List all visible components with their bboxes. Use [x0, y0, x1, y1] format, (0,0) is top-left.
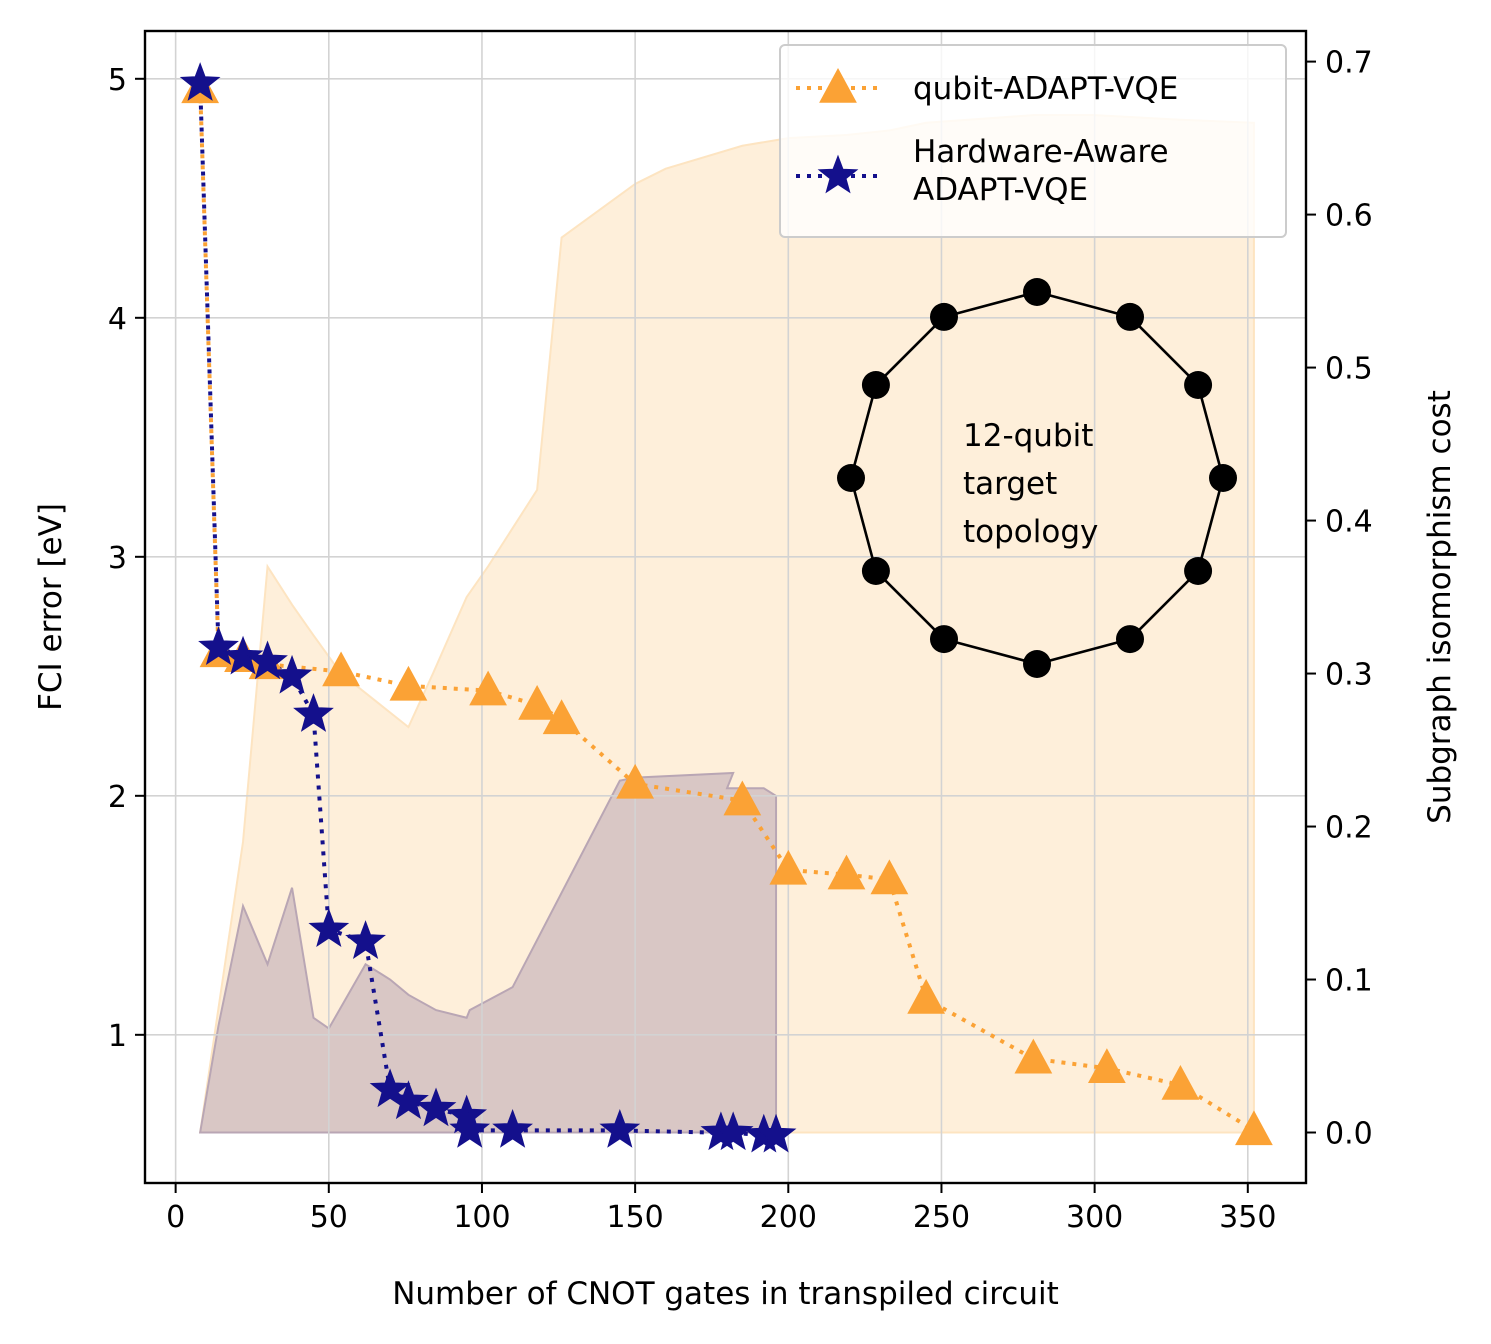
marker-1-18 — [755, 1113, 797, 1153]
legend-box — [779, 44, 1287, 238]
marker-0-15 — [1014, 1038, 1053, 1074]
x-tick-label-0: 0 — [166, 1200, 185, 1235]
x-tick-label-250: 250 — [913, 1200, 970, 1235]
topology-node-5 — [1116, 625, 1144, 654]
marker-1-2 — [222, 635, 264, 675]
marker-1-4 — [271, 654, 313, 694]
marker-0-6 — [469, 670, 507, 706]
marker-1-9 — [388, 1080, 429, 1120]
topology-node-7 — [930, 625, 958, 654]
marker-0-4 — [322, 651, 360, 687]
x-axis-label: Number of CNOT gates in transpiled circu… — [392, 1276, 1059, 1312]
marker-0-5 — [389, 665, 428, 701]
y-axis-label: FCI error [eV] — [33, 503, 69, 711]
marker-1-1 — [198, 626, 239, 665]
y-tick-label-1: 1 — [108, 1019, 127, 1054]
marker-1-6 — [308, 908, 350, 947]
marker-0-11 — [769, 849, 808, 885]
legend-label-1: Hardware-Aware ADAPT-VQE — [913, 134, 1169, 208]
topology-node-9 — [837, 464, 865, 492]
grid — [145, 31, 1306, 1183]
marker-0-17 — [1161, 1064, 1200, 1100]
marker-0-18 — [1235, 1110, 1273, 1146]
y2-tick-label-0.1: 0.1 — [1325, 964, 1373, 999]
x-tick-label-150: 150 — [606, 1200, 663, 1235]
marker-1-13 — [492, 1108, 533, 1148]
marker-0-13 — [870, 859, 909, 895]
y2-tick-label-0.5: 0.5 — [1325, 352, 1373, 387]
y2-tick-label-0.3: 0.3 — [1325, 658, 1373, 693]
y-tick-label-4: 4 — [108, 302, 127, 337]
topology-node-10 — [861, 371, 890, 399]
topology-node-11 — [930, 302, 958, 331]
topology-node-0 — [1023, 278, 1051, 306]
topology-inset: 12-qubit target topology — [837, 278, 1237, 678]
legend-marker-0 — [819, 67, 857, 103]
marker-1-16 — [712, 1111, 754, 1151]
marker-0-12 — [827, 854, 866, 890]
y2-tick-label-0.4: 0.4 — [1325, 505, 1373, 540]
topology-label-line-2: topology — [963, 514, 1098, 550]
topology-node-1 — [1116, 302, 1144, 331]
x-tick-label-200: 200 — [760, 1200, 817, 1235]
y2-tick-label-0.2: 0.2 — [1325, 811, 1373, 846]
marker-1-3 — [247, 640, 288, 680]
x-tick-label-350: 350 — [1219, 1200, 1276, 1235]
marker-1-7 — [345, 920, 386, 959]
marker-1-12 — [449, 1108, 491, 1148]
y-tick-label-3: 3 — [108, 541, 127, 576]
topology-node-4 — [1184, 557, 1213, 585]
marker-0-16 — [1087, 1048, 1126, 1084]
topology-node-2 — [1184, 371, 1213, 399]
marker-1-0 — [179, 62, 221, 101]
x-tick-label-300: 300 — [1066, 1200, 1123, 1235]
marker-1-5 — [293, 693, 334, 732]
marker-0-7 — [518, 684, 556, 720]
marker-1-14 — [599, 1108, 641, 1148]
topology-node-8 — [861, 557, 890, 585]
legend-label-0: qubit-ADAPT-VQE — [913, 71, 1178, 107]
topology-label-line-0: 12-qubit — [963, 418, 1093, 454]
marker-1-10 — [415, 1087, 457, 1127]
axes: 0 50 100 150 200 250 300 350 1 2 3 4 5 0.0 0.1 0.2 0.3 0.… — [108, 29, 1373, 1235]
y-tick-label-2: 2 — [108, 780, 127, 815]
x-tick-label-50: 50 — [310, 1200, 348, 1235]
topology-label-line-1: target — [963, 466, 1057, 502]
topology-node-3 — [1209, 464, 1237, 492]
plot-frame — [143, 29, 1308, 1185]
marker-0-14 — [907, 978, 946, 1014]
y2-axis-label: Subgraph isomorphism cost — [1422, 390, 1458, 824]
marker-0-9 — [616, 763, 655, 799]
topology-node-6 — [1023, 650, 1051, 678]
marker-0-10 — [723, 780, 762, 816]
marker-1-8 — [369, 1068, 411, 1108]
cost-bands — [198, 114, 1255, 1134]
marker-0-8 — [542, 699, 581, 735]
x-tick-label-100: 100 — [453, 1200, 510, 1235]
legend: qubit-ADAPT-VQE Hardware-Aware ADAPT-VQE — [779, 44, 1287, 238]
y2-tick-label-0.7: 0.7 — [1325, 46, 1373, 81]
y2-tick-label-0: 0.0 — [1325, 1117, 1373, 1152]
legend-marker-1 — [817, 154, 859, 194]
y-tick-label-5: 5 — [108, 63, 127, 98]
y2-tick-label-0.6: 0.6 — [1325, 199, 1373, 234]
series-markers — [179, 62, 1273, 1153]
